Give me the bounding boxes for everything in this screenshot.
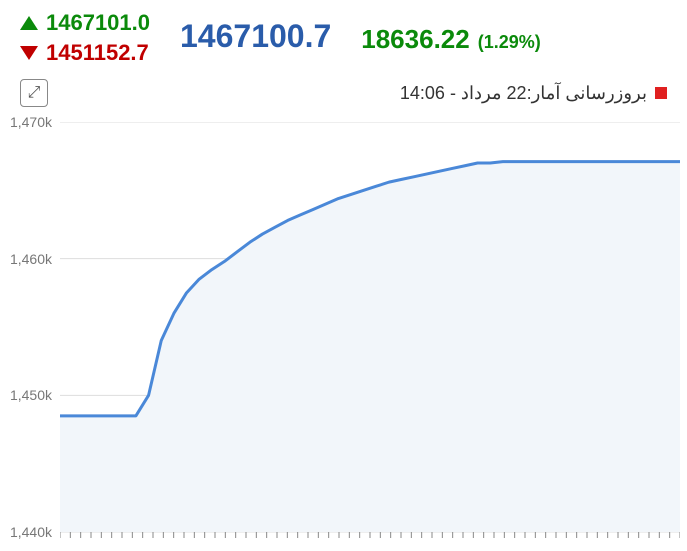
- change-value: 18636.22: [361, 24, 469, 55]
- live-indicator-icon: [655, 87, 667, 99]
- update-text: بروزرسانی آمار:22 مرداد - 14:06: [400, 83, 647, 104]
- low-value: 1451152.7: [46, 40, 149, 66]
- expand-button[interactable]: ⤢: [20, 79, 48, 107]
- chart-area: 1,440k 1,450k 1,460k 1,470k: [0, 112, 687, 547]
- arrow-up-icon: [20, 16, 38, 30]
- main-index-value: 1467100.7: [180, 18, 331, 55]
- arrow-down-icon: [20, 46, 38, 60]
- high-low-block: 1467101.0 1451152.7: [20, 10, 150, 66]
- sub-header: ⤢ بروزرسانی آمار:22 مرداد - 14:06: [0, 71, 687, 112]
- y-axis-labels: 1,440k 1,450k 1,460k 1,470k: [0, 112, 60, 547]
- change-percent: (1.29%): [478, 32, 541, 53]
- low-row: 1451152.7: [20, 40, 150, 66]
- high-value: 1467101.0: [46, 10, 150, 36]
- header-stats: 1467101.0 1451152.7 1467100.7 18636.22 (…: [0, 0, 687, 71]
- plot-region[interactable]: [60, 122, 680, 532]
- area-chart: [60, 122, 680, 542]
- update-status: بروزرسانی آمار:22 مرداد - 14:06: [400, 83, 667, 104]
- y-tick-label: 1,440k: [10, 524, 52, 540]
- change-block: 18636.22 (1.29%): [361, 24, 540, 55]
- y-tick-label: 1,470k: [10, 114, 52, 130]
- expand-icon: ⤢: [28, 84, 41, 102]
- y-tick-label: 1,450k: [10, 387, 52, 403]
- y-tick-label: 1,460k: [10, 251, 52, 267]
- high-row: 1467101.0: [20, 10, 150, 36]
